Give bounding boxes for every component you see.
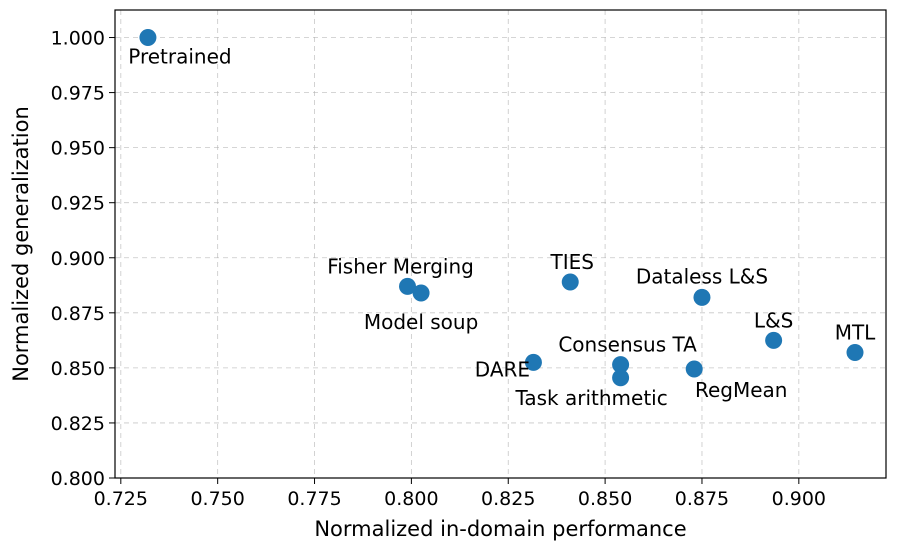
data-point [412,284,430,302]
point-label: Pretrained [128,45,231,69]
y-tick-label: 0.850 [51,358,105,380]
data-point [612,356,630,374]
y-axis-label: Normalized generalization [9,106,33,382]
point-labels: Pretrained Fisher Merging Model soup TIES Da… [128,45,876,410]
data-point [139,29,157,47]
y-tick-label: 0.900 [51,248,105,270]
grid [115,10,886,479]
points [139,29,864,387]
x-tick-label: 0.825 [481,488,535,510]
data-point [561,273,579,291]
x-tick-label: 0.875 [675,488,729,510]
data-point [846,343,864,361]
point-label: MTL [835,320,876,344]
point-label: Dataless L&S [636,264,768,288]
x-tick-label: 0.750 [190,488,244,510]
y-tick-label: 1.000 [51,28,105,50]
y-tick-label: 0.800 [51,468,105,490]
point-label: L&S [754,308,793,332]
point-label: Fisher Merging [327,254,474,278]
point-label: RegMean [695,378,788,402]
data-point [685,360,703,378]
data-point [399,277,417,295]
y-tick-label: 0.975 [51,83,105,105]
y-tick-label: 0.875 [51,303,105,325]
plot-frame [114,9,887,479]
data-point [765,331,783,349]
ticks: 0.725 0.750 0.775 0.800 0.825 0.850 0.875 0.900… [51,28,826,510]
x-tick-label: 0.900 [772,488,826,510]
point-label: Consensus TA [558,333,697,357]
point-label: DARE [475,357,530,381]
point-label: TIES [550,250,594,274]
point-label: Task arithmetic [514,386,667,410]
x-tick-label: 0.775 [287,488,341,510]
data-point [524,353,542,371]
data-point [612,369,630,387]
point-label: Model soup [364,310,478,334]
x-tick-label: 0.800 [384,488,438,510]
y-tick-label: 0.950 [51,138,105,160]
data-point [693,288,711,306]
y-tick-label: 0.825 [51,413,105,435]
x-axis-label: Normalized in-domain performance [314,517,686,541]
x-tick-label: 0.725 [94,488,148,510]
x-tick-label: 0.850 [578,488,632,510]
y-tick-label: 0.925 [51,193,105,215]
